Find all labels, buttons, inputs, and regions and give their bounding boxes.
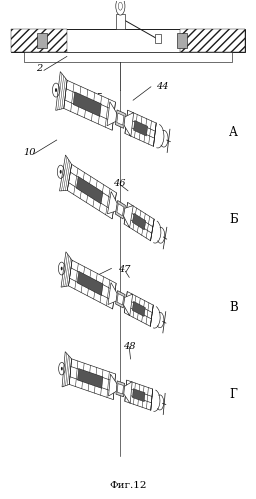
Text: Г: Г bbox=[230, 388, 238, 401]
Polygon shape bbox=[108, 192, 120, 214]
Polygon shape bbox=[109, 374, 120, 396]
Polygon shape bbox=[124, 291, 153, 326]
Polygon shape bbox=[120, 294, 133, 316]
Text: 45: 45 bbox=[90, 93, 102, 102]
Text: А: А bbox=[229, 126, 238, 139]
Polygon shape bbox=[117, 293, 124, 305]
Polygon shape bbox=[124, 203, 154, 241]
Bar bbox=[116, 13, 125, 28]
Bar bbox=[11, 28, 245, 52]
Polygon shape bbox=[116, 381, 125, 397]
Circle shape bbox=[60, 170, 62, 174]
Circle shape bbox=[118, 2, 122, 10]
Text: 47: 47 bbox=[118, 265, 130, 274]
Text: 44: 44 bbox=[82, 272, 95, 281]
Polygon shape bbox=[64, 80, 115, 130]
Polygon shape bbox=[78, 368, 103, 388]
Polygon shape bbox=[62, 352, 72, 387]
Text: Б: Б bbox=[229, 213, 238, 226]
Polygon shape bbox=[120, 206, 133, 228]
Text: 46: 46 bbox=[113, 179, 125, 188]
Polygon shape bbox=[132, 301, 145, 316]
Polygon shape bbox=[133, 389, 145, 402]
Polygon shape bbox=[132, 213, 146, 230]
Polygon shape bbox=[125, 380, 153, 410]
Polygon shape bbox=[117, 204, 124, 216]
Polygon shape bbox=[69, 359, 115, 400]
Polygon shape bbox=[115, 110, 125, 128]
Circle shape bbox=[116, 0, 125, 15]
Bar bbox=[37, 33, 47, 48]
Polygon shape bbox=[117, 384, 123, 394]
Polygon shape bbox=[73, 92, 101, 116]
Polygon shape bbox=[56, 71, 67, 110]
Circle shape bbox=[61, 367, 63, 370]
Polygon shape bbox=[125, 110, 156, 146]
Text: 44: 44 bbox=[156, 82, 168, 91]
Polygon shape bbox=[69, 260, 116, 309]
Polygon shape bbox=[115, 201, 125, 219]
Polygon shape bbox=[61, 252, 72, 287]
Polygon shape bbox=[77, 271, 103, 295]
Circle shape bbox=[61, 266, 63, 270]
Circle shape bbox=[55, 88, 57, 92]
Bar bbox=[177, 33, 187, 48]
Text: 48: 48 bbox=[123, 342, 135, 351]
Polygon shape bbox=[117, 113, 124, 125]
Polygon shape bbox=[107, 102, 120, 126]
Polygon shape bbox=[67, 164, 116, 219]
Bar bbox=[179, 28, 245, 52]
Bar bbox=[155, 34, 161, 43]
Polygon shape bbox=[120, 382, 132, 404]
Text: 10: 10 bbox=[24, 148, 36, 157]
Polygon shape bbox=[134, 120, 147, 136]
Polygon shape bbox=[120, 112, 134, 137]
Polygon shape bbox=[60, 155, 72, 191]
Polygon shape bbox=[108, 282, 120, 304]
Polygon shape bbox=[76, 177, 103, 204]
Polygon shape bbox=[116, 290, 125, 308]
Text: В: В bbox=[229, 301, 238, 314]
Text: Фиг.12: Фиг.12 bbox=[109, 482, 147, 491]
Bar bbox=[24, 52, 232, 62]
Bar bbox=[11, 28, 67, 52]
Text: 2: 2 bbox=[36, 64, 42, 73]
